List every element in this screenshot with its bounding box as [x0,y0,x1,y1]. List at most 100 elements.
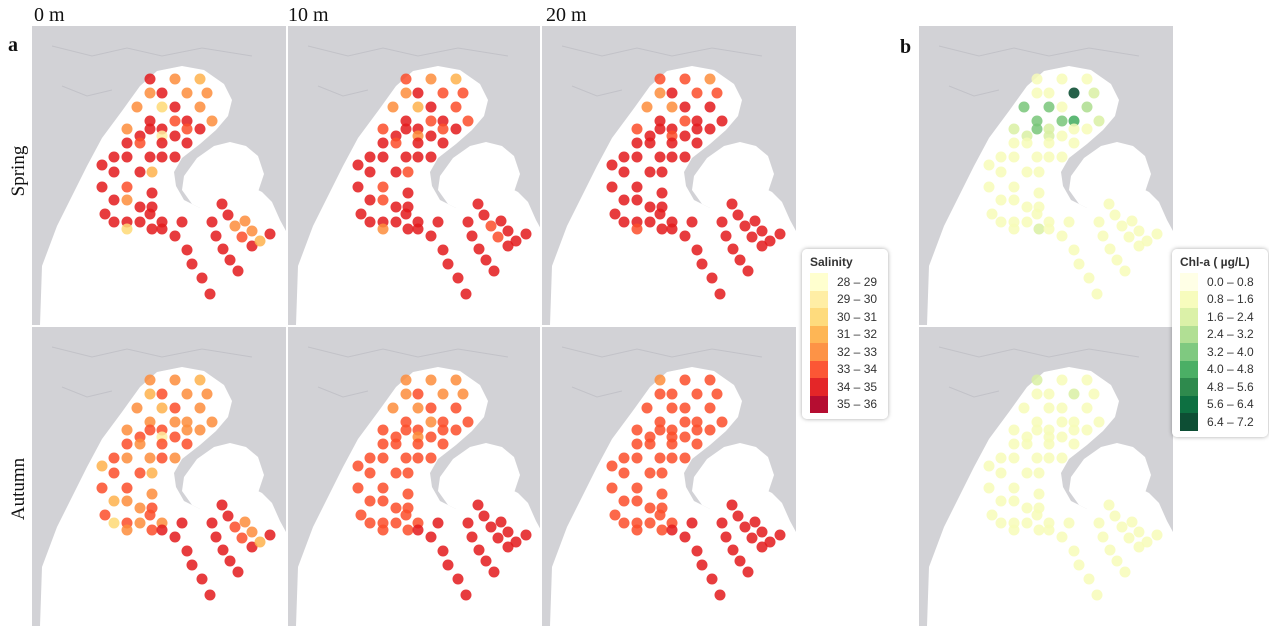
station-point[interactable] [108,495,120,507]
station-point[interactable] [716,517,728,529]
station-point[interactable] [1031,388,1043,400]
station-point[interactable] [264,529,276,541]
station-point[interactable] [654,452,666,464]
station-point[interactable] [108,151,120,163]
station-point[interactable] [402,467,414,479]
station-point[interactable] [99,208,111,220]
station-point[interactable] [425,115,437,127]
station-point[interactable] [412,388,424,400]
station-point[interactable] [1123,532,1135,544]
map-spring-20m[interactable] [542,26,890,325]
station-point[interactable] [169,230,181,242]
station-point[interactable] [644,137,656,149]
station-point[interactable] [1097,230,1109,242]
station-point[interactable] [1031,452,1043,464]
station-point[interactable] [144,388,156,400]
station-point[interactable] [450,73,462,85]
station-point[interactable] [194,424,206,436]
station-point[interactable] [679,115,691,127]
station-point[interactable] [1008,151,1020,163]
station-point[interactable] [1083,573,1095,585]
station-point[interactable] [1068,424,1080,436]
station-point[interactable] [1031,123,1043,135]
station-point[interactable] [618,517,630,529]
station-point[interactable] [656,524,668,536]
station-point[interactable] [679,374,691,386]
station-point[interactable] [1031,509,1043,521]
station-point[interactable] [1008,123,1020,135]
station-point[interactable] [206,115,218,127]
station-point[interactable] [377,223,389,235]
station-point[interactable] [716,216,728,228]
station-point[interactable] [631,424,643,436]
station-point[interactable] [714,589,726,601]
station-point[interactable] [1133,526,1145,538]
station-point[interactable] [1043,151,1055,163]
station-point[interactable] [134,201,146,213]
station-point[interactable] [1111,555,1123,567]
station-point[interactable] [460,589,472,601]
station-point[interactable] [169,416,181,428]
station-point[interactable] [480,254,492,266]
station-point[interactable] [756,541,768,553]
station-point[interactable] [169,452,181,464]
station-point[interactable] [246,225,258,237]
station-point[interactable] [679,452,691,464]
station-point[interactable] [169,431,181,443]
station-point[interactable] [742,566,754,578]
station-point[interactable] [377,151,389,163]
station-point[interactable] [169,531,181,543]
station-point[interactable] [425,416,437,428]
station-point[interactable] [654,123,666,135]
station-point[interactable] [641,402,653,414]
station-point[interactable] [181,416,193,428]
station-point[interactable] [756,526,768,538]
station-point[interactable] [462,517,474,529]
station-point[interactable] [156,524,168,536]
station-point[interactable] [450,101,462,113]
station-point[interactable] [995,517,1007,529]
station-point[interactable] [437,244,449,256]
station-point[interactable] [1116,220,1128,232]
station-point[interactable] [217,243,229,255]
station-point[interactable] [169,101,181,113]
station-point[interactable] [437,545,449,557]
station-point[interactable] [1111,254,1123,266]
station-point[interactable] [364,495,376,507]
station-point[interactable] [1018,402,1030,414]
station-point[interactable] [204,288,216,300]
station-point[interactable] [654,424,666,436]
station-point[interactable] [1033,467,1045,479]
station-point[interactable] [400,208,412,220]
station-point[interactable] [1056,151,1068,163]
station-point[interactable] [492,231,504,243]
station-point[interactable] [224,254,236,266]
station-point[interactable] [450,402,462,414]
station-point[interactable] [618,467,630,479]
station-point[interactable] [144,374,156,386]
station-point[interactable] [666,402,678,414]
station-point[interactable] [609,509,621,521]
station-point[interactable] [96,181,108,193]
station-point[interactable] [502,526,514,538]
station-point[interactable] [746,231,758,243]
station-point[interactable] [194,402,206,414]
station-point[interactable] [156,402,168,414]
station-point[interactable] [206,416,218,428]
station-point[interactable] [352,181,364,193]
station-point[interactable] [206,216,218,228]
station-point[interactable] [618,194,630,206]
station-point[interactable] [1063,216,1075,228]
station-point[interactable] [656,187,668,199]
station-point[interactable] [146,187,158,199]
station-point[interactable] [679,130,691,142]
station-point[interactable] [222,510,234,522]
station-point[interactable] [400,151,412,163]
station-point[interactable] [108,467,120,479]
station-point[interactable] [1056,374,1068,386]
station-point[interactable] [986,509,998,521]
station-point[interactable] [462,115,474,127]
station-point[interactable] [96,460,108,472]
station-point[interactable] [691,137,703,149]
station-point[interactable] [134,137,146,149]
